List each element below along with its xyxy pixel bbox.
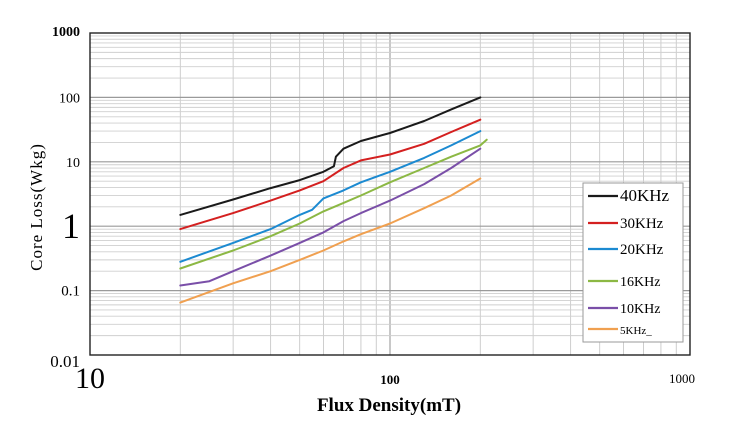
y-tick-label: 0.1 bbox=[61, 284, 80, 300]
plot-area-frame bbox=[89, 32, 691, 356]
series-line-20khz bbox=[179, 130, 482, 263]
y-tick-label: 100 bbox=[59, 91, 80, 106]
legend-label: 16KHz bbox=[620, 275, 660, 290]
legend-label: 40KHz bbox=[620, 186, 670, 205]
series-line-5khz bbox=[179, 177, 482, 304]
x-tick-label: 10 bbox=[75, 362, 105, 395]
x-axis-label: Flux Density(mT) bbox=[317, 395, 461, 416]
x-axis-tick-labels: 10 100 1000 bbox=[75, 362, 695, 395]
legend-label: 5KHz_ bbox=[620, 325, 652, 337]
x-tick-label: 1000 bbox=[669, 371, 695, 386]
series-line-16khz bbox=[179, 138, 488, 270]
y-axis-label: Core Loss(Wkg) bbox=[27, 143, 46, 271]
chart-legend: 40KHz 30KHz 20KHz 16KHz 10KHz 5KHz_ bbox=[582, 182, 684, 343]
series-line-30khz bbox=[179, 118, 482, 231]
series-layer bbox=[179, 96, 488, 304]
y-axis-tick-labels: 1000 100 10 1 0.1 0.01 bbox=[50, 25, 80, 371]
legend-label: 30KHz bbox=[620, 216, 664, 232]
legend-label: 20KHz bbox=[620, 242, 664, 258]
series-line-10khz bbox=[179, 147, 482, 287]
y-tick-label: 1000 bbox=[52, 25, 80, 40]
y-tick-label: 10 bbox=[66, 156, 80, 171]
y-tick-label: 1 bbox=[62, 206, 80, 246]
y-tick-label: 0.01 bbox=[50, 352, 80, 371]
legend-label: 10KHz bbox=[620, 302, 660, 317]
x-tick-label: 100 bbox=[380, 372, 400, 387]
series-line-40khz bbox=[179, 96, 482, 216]
